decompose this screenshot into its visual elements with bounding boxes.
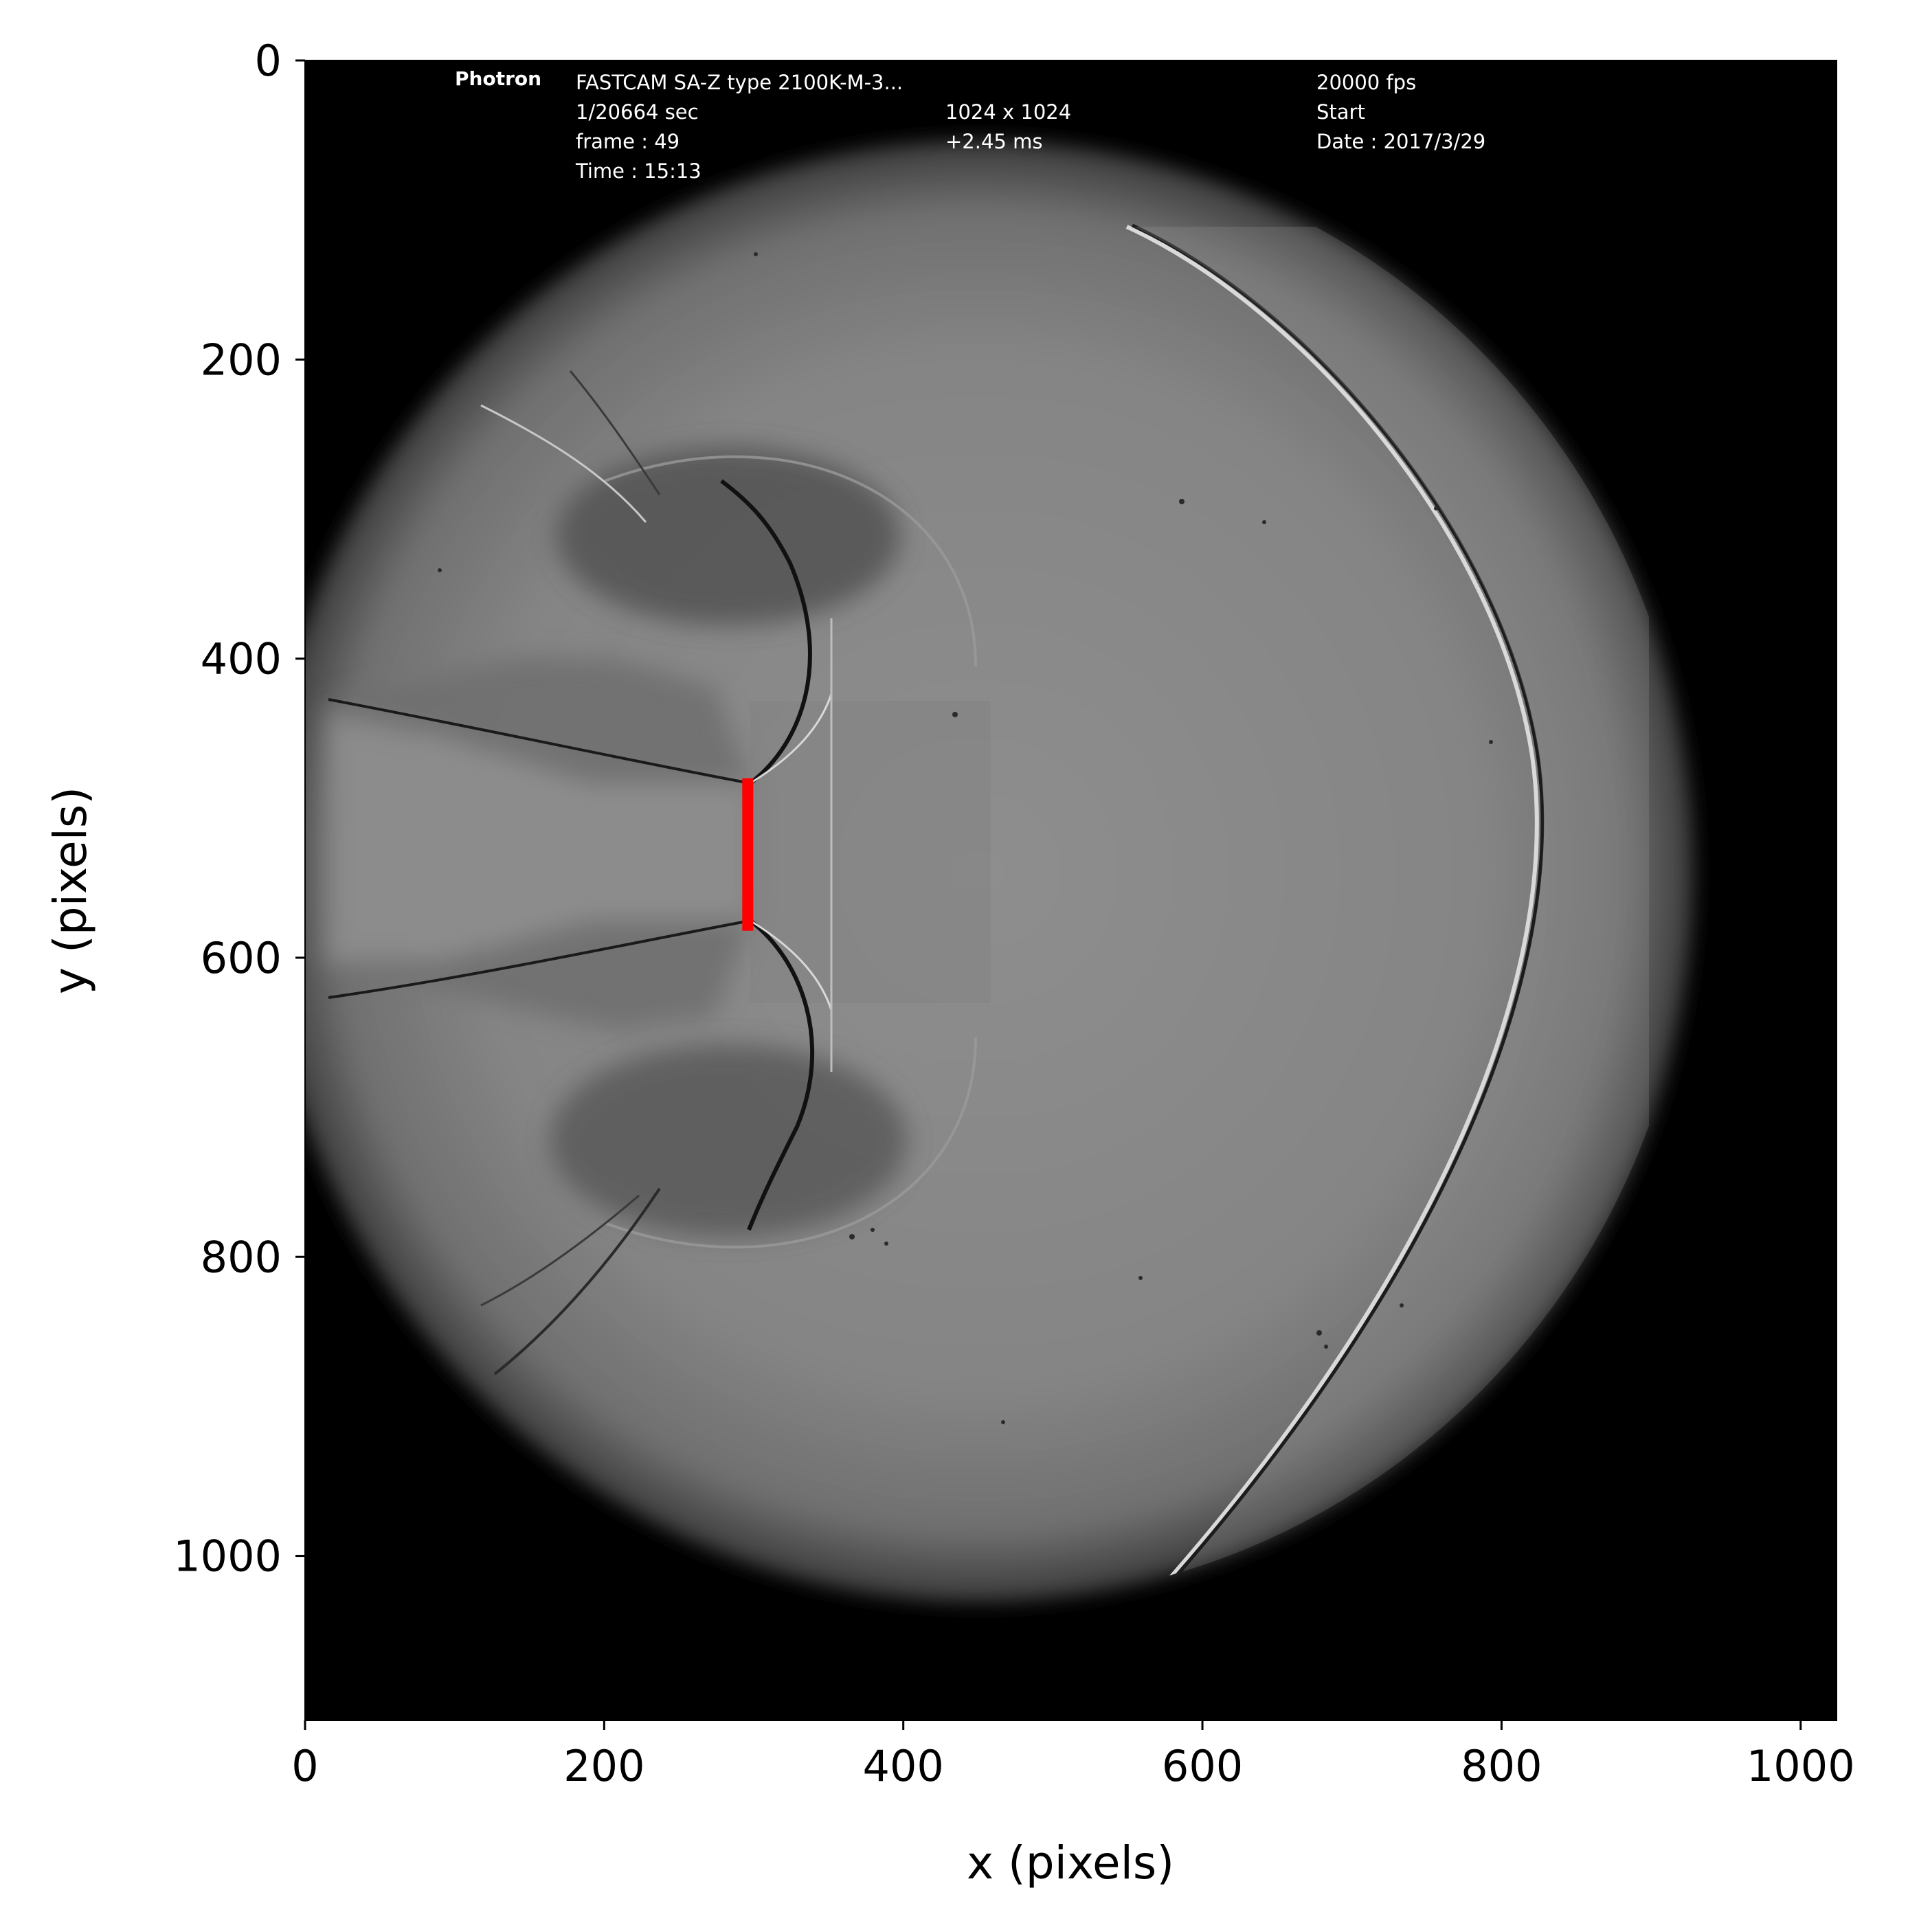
y-tick-label: 200 bbox=[201, 335, 282, 385]
x-axis-ticks: 0 200 400 600 800 1000 bbox=[291, 1720, 1855, 1791]
overlay-offset: +2.45 ms bbox=[945, 130, 1042, 153]
schlieren-image: Photron FASTCAM SA-Z type 2100K-M-3... 1… bbox=[305, 60, 1837, 1720]
x-tick-label: 400 bbox=[863, 1741, 944, 1791]
overlay-shutter: 1/20664 sec bbox=[576, 100, 699, 124]
y-tick-label: 0 bbox=[255, 36, 282, 86]
y-tick-label: 600 bbox=[201, 933, 282, 983]
overlay-resolution: 1024 x 1024 bbox=[945, 100, 1071, 124]
camera-overlay: Photron FASTCAM SA-Z type 2100K-M-3... 1… bbox=[455, 67, 1485, 183]
y-tick-label: 400 bbox=[201, 634, 282, 684]
overlay-frame: frame : 49 bbox=[576, 130, 680, 153]
overlay-trigger: Start bbox=[1316, 100, 1365, 124]
y-tick-label: 800 bbox=[201, 1232, 282, 1282]
x-axis-label: x (pixels) bbox=[967, 1836, 1174, 1889]
x-tick-label: 1000 bbox=[1747, 1741, 1855, 1791]
x-tick-label: 0 bbox=[291, 1741, 318, 1791]
y-axis-label: y (pixels) bbox=[44, 787, 97, 994]
overlay-model: FASTCAM SA-Z type 2100K-M-3... bbox=[576, 71, 903, 94]
axes-frame bbox=[304, 60, 1837, 1721]
y-axis-ticks: 0 200 400 600 800 1000 bbox=[173, 36, 305, 1582]
overlay-brand: Photron bbox=[455, 67, 541, 90]
x-tick-label: 600 bbox=[1162, 1741, 1243, 1791]
overlay-date: Date : 2017/3/29 bbox=[1316, 130, 1485, 153]
y-tick-label: 1000 bbox=[173, 1531, 282, 1582]
overlay-time: Time : 15:13 bbox=[575, 159, 702, 183]
x-tick-label: 800 bbox=[1461, 1741, 1542, 1791]
x-tick-label: 200 bbox=[563, 1741, 644, 1791]
overlay-fps: 20000 fps bbox=[1316, 71, 1416, 94]
